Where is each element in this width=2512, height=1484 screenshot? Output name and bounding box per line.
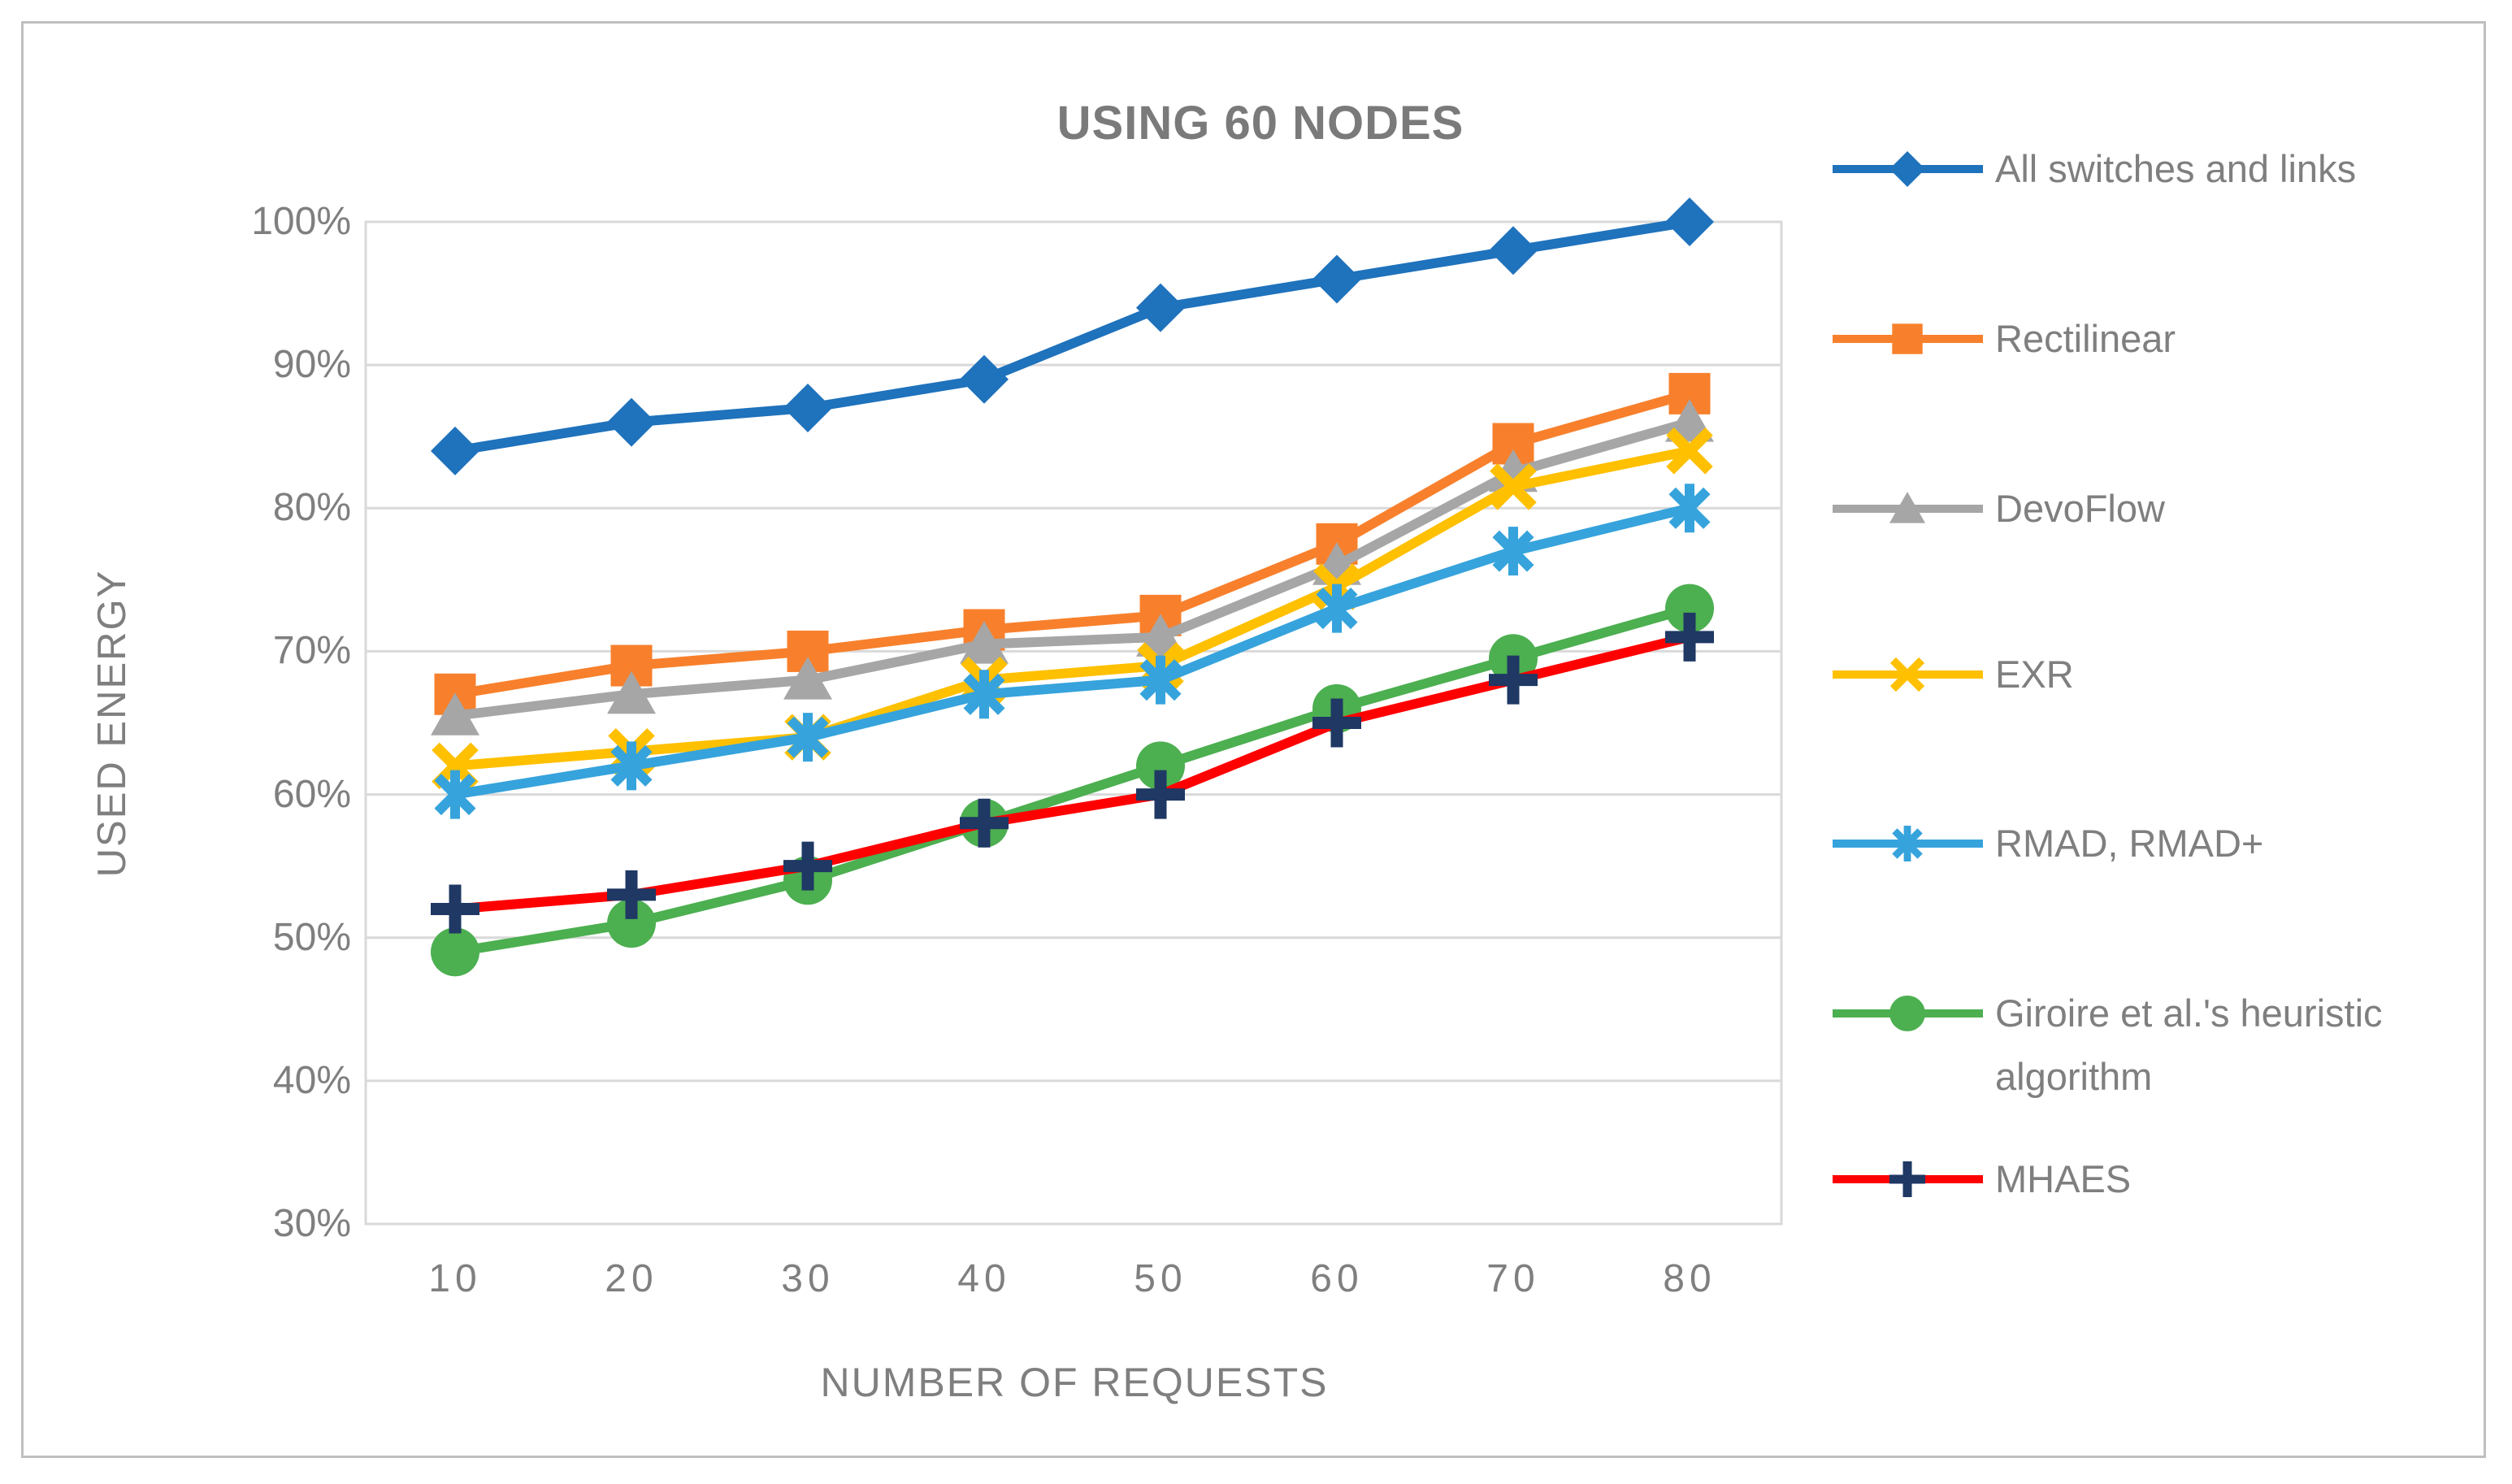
- asterisk-marker-icon: [787, 713, 829, 762]
- y-tick-label: 80%: [272, 486, 351, 530]
- legend: All switches and links Rectilinear DevoF…: [1833, 0, 2491, 1484]
- diamond-marker-icon: [607, 397, 656, 447]
- x-marker-icon: [1490, 463, 1537, 510]
- x-tick-label: 70: [1486, 1257, 1540, 1300]
- x-tick-label: 50: [1134, 1257, 1187, 1300]
- x-tick-label: 60: [1310, 1257, 1364, 1300]
- diamond-marker-icon: [431, 426, 479, 475]
- triangle-marker-icon: [431, 692, 479, 735]
- diamond-marker-icon: [1136, 283, 1185, 332]
- series-line: [450, 603, 1694, 957]
- series-line: [450, 631, 1694, 914]
- plus-marker-icon: [1312, 698, 1361, 748]
- plot-border: [364, 220, 1783, 1226]
- circle-marker-icon: [607, 899, 656, 948]
- circle-marker-icon: [1833, 996, 1983, 1031]
- series-all-switches-and-links: [431, 197, 1714, 475]
- y-axis-title: USED ENERGY: [90, 569, 134, 878]
- asterisk-marker-icon: [1668, 484, 1711, 533]
- x-tick-label: 40: [957, 1257, 1011, 1300]
- series-line: [450, 417, 1694, 721]
- legend-label: RMAD, RMAD+: [1995, 822, 2264, 865]
- square-marker-icon: [1833, 323, 1983, 354]
- y-tick-label: 90%: [272, 343, 351, 387]
- plus-marker-icon: [431, 884, 479, 934]
- series-rmad-rmad-: [434, 484, 1711, 819]
- plus-marker-icon: [960, 798, 1009, 848]
- x-marker-icon: [1666, 427, 1713, 475]
- legend-label: Rectilinear: [1995, 317, 2176, 360]
- legend-label: EXR: [1995, 653, 2074, 696]
- circle-marker-icon: [1665, 584, 1714, 633]
- chart-title: USING 60 NODES: [1056, 97, 1464, 150]
- y-tick-label: 40%: [272, 1058, 351, 1102]
- y-tick-label: 50%: [272, 915, 351, 959]
- plus-marker-icon: [1665, 612, 1714, 662]
- plus-marker-icon: [1489, 655, 1538, 705]
- asterisk-marker-icon: [1139, 655, 1182, 705]
- series-mhaes: [431, 612, 1714, 934]
- x-tick-label: 20: [605, 1257, 658, 1300]
- diamond-marker-icon: [1833, 151, 1983, 187]
- plus-marker-icon: [783, 841, 832, 891]
- y-tick-label: 100%: [251, 200, 351, 243]
- asterisk-marker-icon: [1492, 527, 1534, 576]
- legend-label: DevoFlow: [1995, 487, 2165, 530]
- y-tick-label: 60%: [272, 772, 351, 816]
- triangle-marker-icon: [607, 670, 656, 714]
- asterisk-marker-icon: [1316, 584, 1358, 633]
- x-tick-label: 10: [428, 1257, 482, 1300]
- asterisk-marker-icon: [1833, 826, 1983, 861]
- plus-marker-icon: [1833, 1161, 1983, 1197]
- asterisk-marker-icon: [963, 670, 1005, 719]
- asterisk-marker-icon: [610, 741, 653, 791]
- series-line: [450, 445, 1694, 771]
- asterisk-marker-icon: [434, 770, 476, 819]
- y-tick-label: 30%: [272, 1202, 351, 1245]
- diamond-marker-icon: [1665, 197, 1714, 246]
- legend-label: All switches and links: [1995, 147, 2357, 190]
- series-line: [450, 503, 1694, 800]
- y-tick-label: 70%: [272, 629, 351, 673]
- series-line: [450, 388, 1694, 700]
- legend-label: Giroire et al.'s heuristic algorithm: [1995, 992, 2383, 1098]
- series-exr: [432, 427, 1713, 790]
- legend-label: MHAES: [1995, 1157, 2132, 1200]
- circle-marker-icon: [1136, 741, 1185, 791]
- x-axis-title: NUMBER OF REQUESTS: [820, 1360, 1329, 1405]
- diamond-marker-icon: [960, 354, 1009, 404]
- x-marker-icon: [1833, 657, 1983, 692]
- x-tick-label: 30: [781, 1257, 835, 1300]
- plus-marker-icon: [607, 870, 656, 919]
- diamond-marker-icon: [783, 383, 832, 432]
- diamond-marker-icon: [1489, 226, 1538, 276]
- circle-marker-icon: [431, 927, 479, 977]
- x-tick-label: 80: [1663, 1257, 1716, 1300]
- triangle-marker-icon: [1833, 492, 1983, 523]
- triangle-marker-icon: [960, 621, 1009, 664]
- triangle-marker-icon: [783, 657, 832, 700]
- series-line: [450, 217, 1694, 456]
- plus-marker-icon: [1136, 770, 1185, 819]
- diamond-marker-icon: [1312, 254, 1361, 304]
